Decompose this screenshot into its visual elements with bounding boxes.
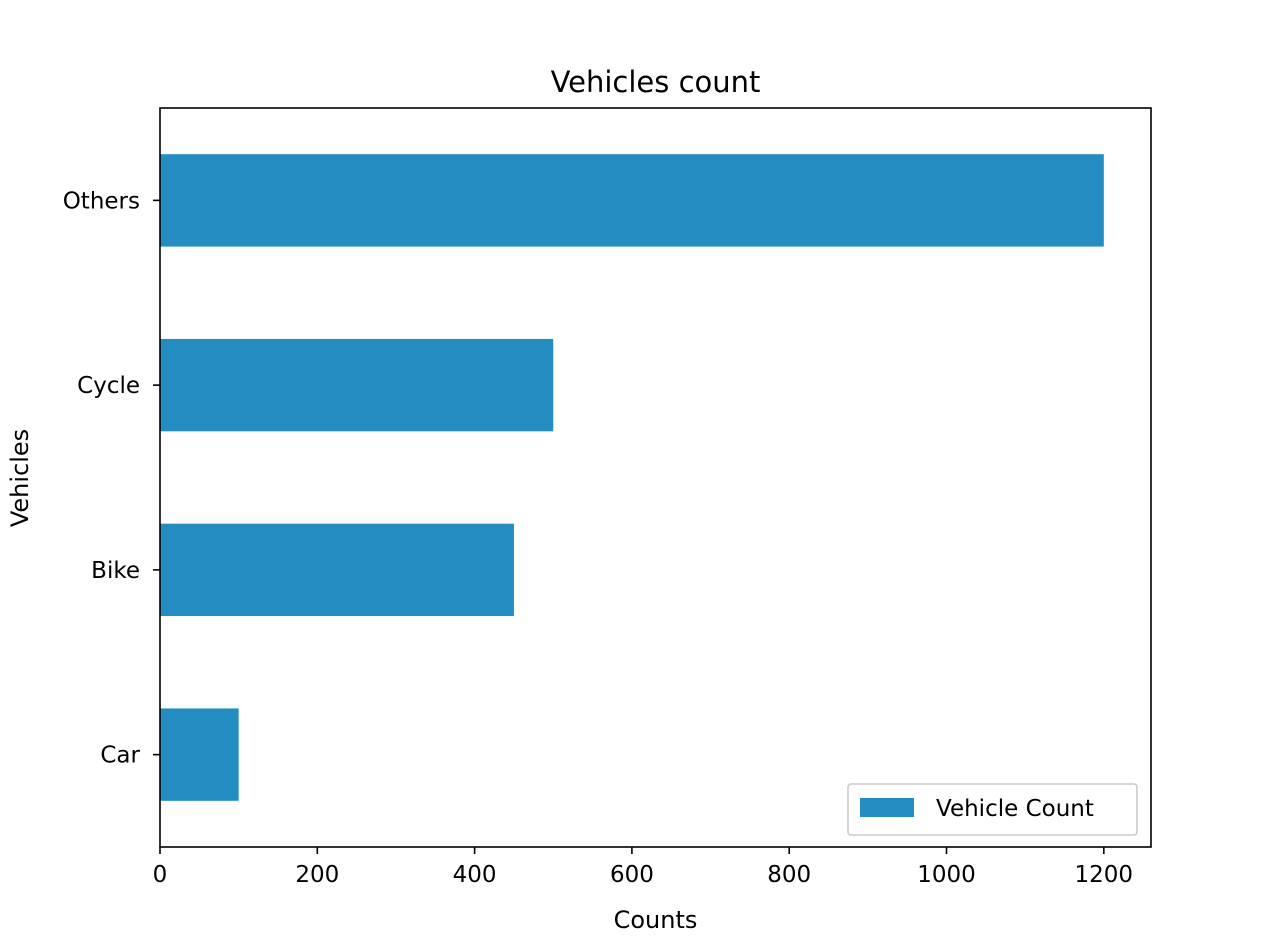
legend-label-vehicle-count: Vehicle Count: [936, 796, 1094, 822]
x-tick-label-1000: 1000: [917, 862, 976, 888]
bar-bike: [160, 523, 514, 617]
bar-car: [160, 708, 239, 801]
x-tick-label-1200: 1200: [1075, 862, 1134, 888]
x-axis-ticks: 0 200 400 600 800 1000 1200: [153, 847, 1133, 888]
x-tick-label-0: 0: [153, 862, 168, 888]
legend-box: [847, 783, 1138, 836]
x-tick-label-200: 200: [295, 862, 339, 888]
y-tick-label-others: Others: [63, 188, 140, 214]
y-tick-label-bike: Bike: [91, 558, 140, 584]
x-axis-label: Counts: [614, 906, 698, 934]
x-tick-label-800: 800: [767, 862, 811, 888]
chart-title: Vehicles count: [551, 65, 761, 99]
chart-legend: Vehicle Count: [847, 783, 1138, 836]
bar-cycle: [160, 338, 554, 432]
y-axis-label: Vehicles: [6, 429, 34, 527]
y-tick-label-car: Car: [100, 743, 140, 769]
y-axis-ticks: Car Bike Cycle Others: [63, 188, 160, 769]
plot-area-frame: [159, 107, 1152, 848]
x-tick-label-400: 400: [453, 862, 497, 888]
y-tick-label-cycle: Cycle: [77, 373, 140, 399]
x-tick-label-600: 600: [610, 862, 654, 888]
legend-swatch-vehicle-count: [860, 798, 914, 817]
bar-others: [160, 154, 1104, 247]
bars-layer: [160, 154, 1104, 801]
